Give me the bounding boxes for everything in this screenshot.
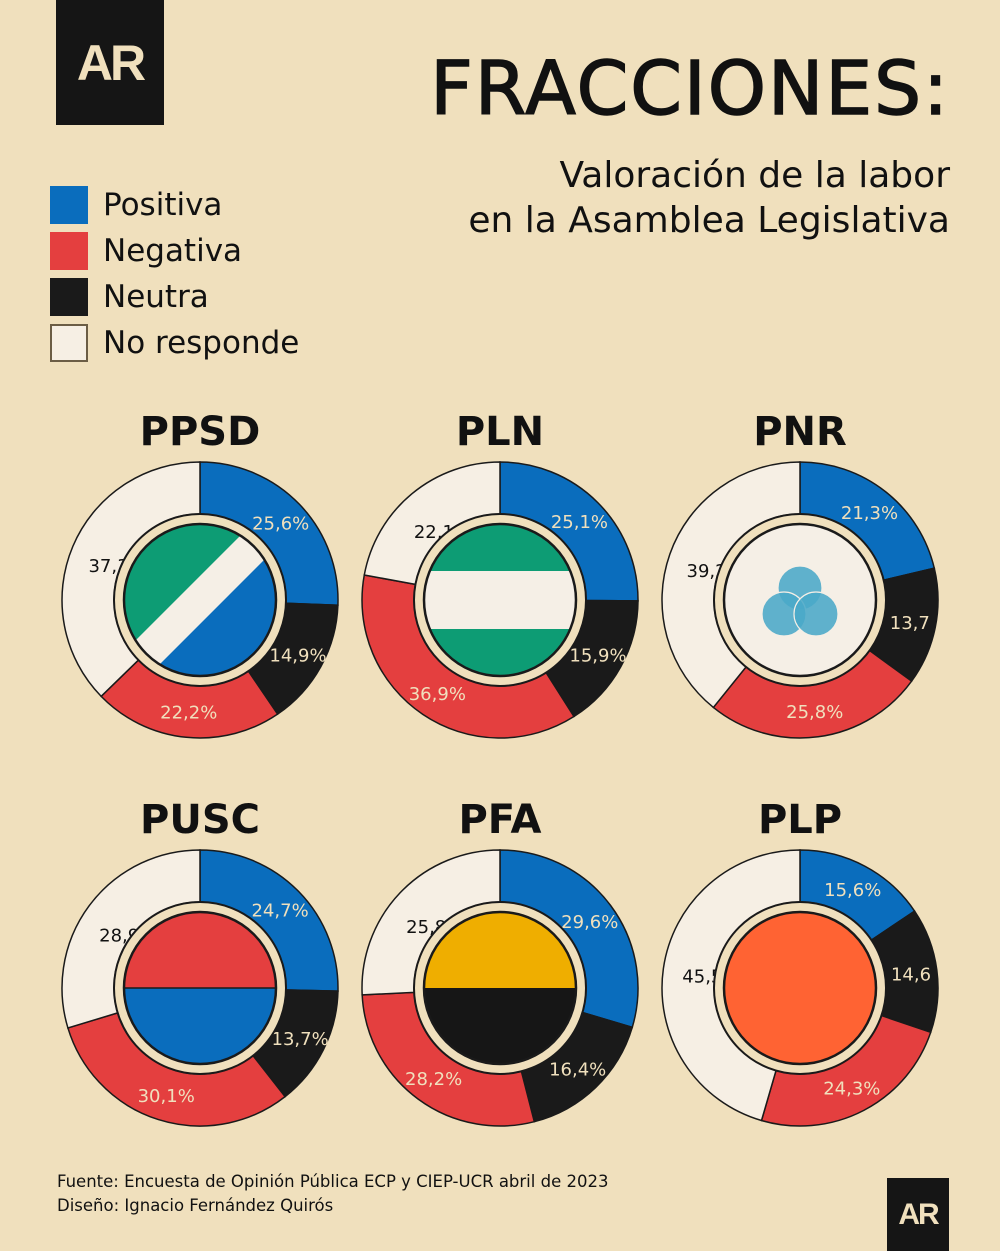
data-label-negativa: 30,1% [138,1086,195,1107]
chart-title: PUSC [140,797,260,843]
data-label-neutra: 14,6 [891,964,931,985]
data-label-neutra: 13,7% [272,1029,329,1050]
data-label-positiva: 21,3% [841,503,898,524]
legend-item-neutra: Neutra [50,274,299,320]
legend-label-neutra: Neutra [103,279,209,315]
party-flag-pusc [122,910,278,1066]
chart-title: PLP [758,797,842,843]
chart-title: PLN [456,409,544,455]
legend-item-negativa: Negativa [50,228,299,274]
legend-swatch-positiva [50,186,88,224]
data-label-neutra: 16,4% [549,1060,606,1081]
party-flag-pnr [722,522,878,678]
data-label-neutra: 14,9% [269,645,326,666]
legend-item-positiva: Positiva [50,182,299,228]
chart-title: PNR [753,409,847,455]
data-label-negativa: 25,8% [786,702,843,723]
page-title: FRACCIONES: [430,46,950,132]
subtitle: Valoración de la labor en la Asamblea Le… [350,153,950,243]
party-flag-pln [422,522,578,678]
data-label-negativa: 28,2% [405,1069,462,1090]
design-credit: Diseño: Ignacio Fernández Quirós [57,1196,334,1215]
legend: Positiva Negativa Neutra No responde [50,182,299,366]
ar-logo-small: AR [887,1178,949,1251]
legend-item-no-responde: No responde [50,320,299,366]
data-label-negativa: 22,2% [160,702,217,723]
party-flag-pfa [422,910,578,1066]
legend-swatch-no-responde [50,324,88,362]
ar-logo: AR [56,0,164,125]
data-label-positiva: 29,6% [561,912,618,933]
legend-swatch-negativa [50,232,88,270]
subtitle-line-2: en la Asamblea Legislativa [468,200,950,241]
party-flag-plp [722,910,878,1066]
legend-label-negativa: Negativa [103,233,243,269]
source-credits: Fuente: Encuesta de Opinión Pública ECP … [57,1170,608,1218]
data-label-positiva: 25,6% [252,513,309,534]
data-label-negativa: 36,9% [409,684,466,705]
legend-label-positiva: Positiva [103,187,223,223]
chart-title: PPSD [140,409,261,455]
legend-swatch-neutra [50,278,88,316]
data-label-positiva: 24,7% [251,901,308,922]
source-line: Fuente: Encuesta de Opinión Pública ECP … [57,1172,609,1191]
data-label-neutra: 15,9% [569,645,626,666]
subtitle-line-1: Valoración de la labor [559,155,950,196]
data-label-positiva: 25,1% [551,512,608,533]
legend-label-no-responde: No responde [103,325,300,361]
data-label-positiva: 15,6% [824,880,881,901]
data-label-negativa: 24,3% [823,1078,880,1099]
data-label-neutra: 13,7 [890,613,930,634]
chart-title: PFA [458,797,541,843]
